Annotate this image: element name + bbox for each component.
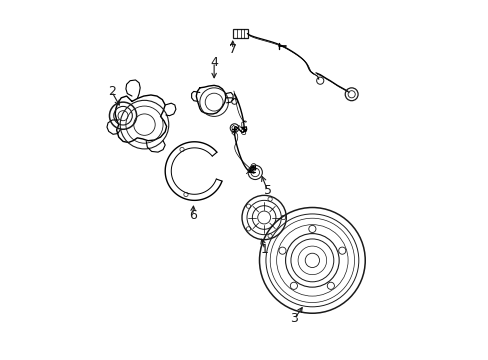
Text: 6: 6 [188,209,196,222]
Text: 2: 2 [107,85,115,98]
Text: 1: 1 [261,243,268,256]
Text: 5: 5 [263,184,271,197]
Text: 3: 3 [290,312,298,325]
Text: 4: 4 [210,55,218,69]
Text: 7: 7 [228,43,236,56]
